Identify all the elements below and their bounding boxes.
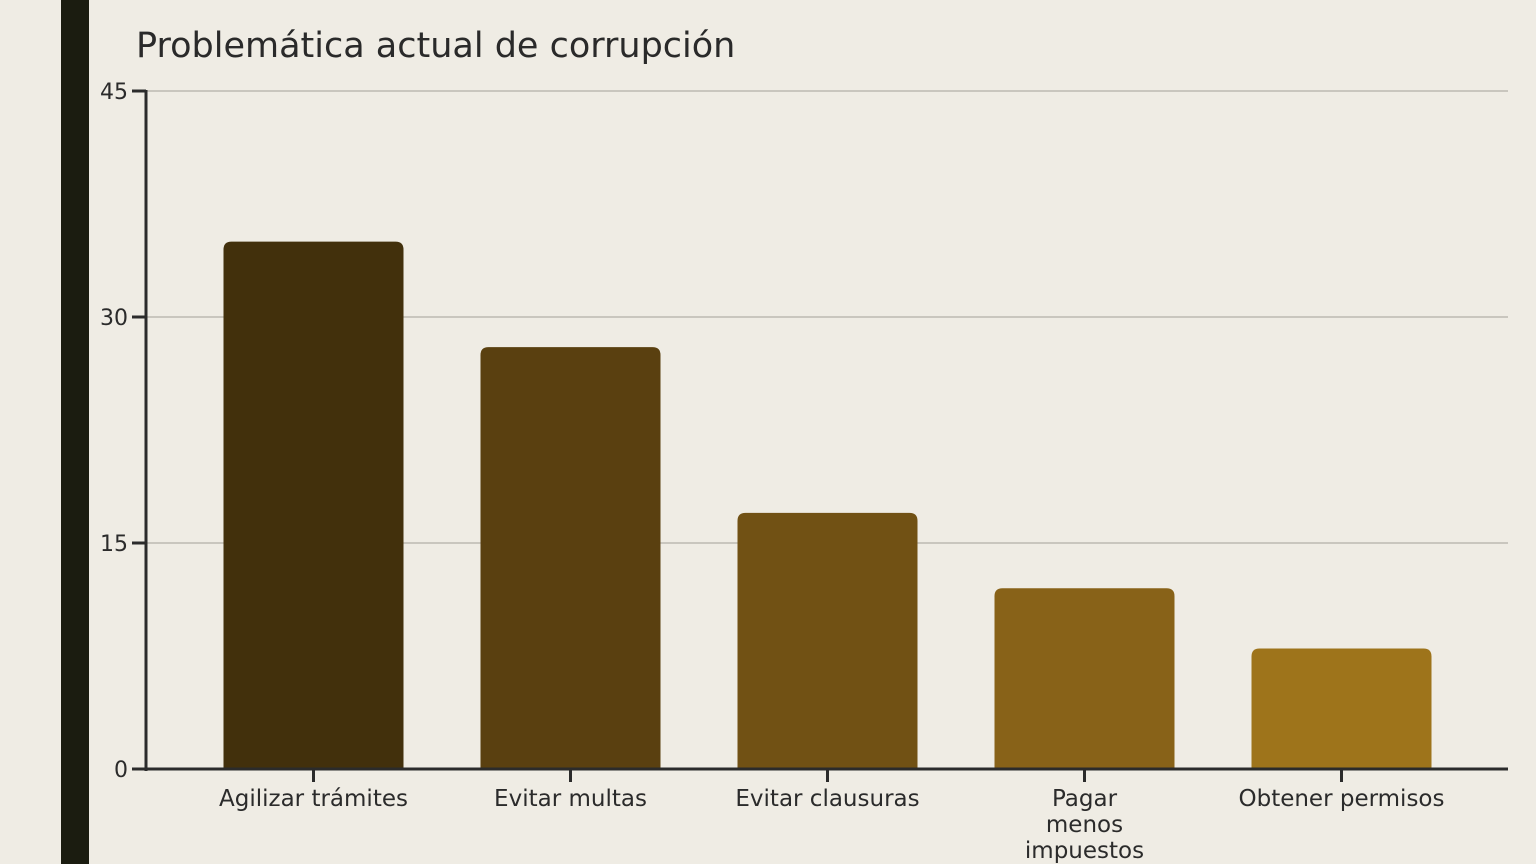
- x-tick-label-line: Agilizar trámites: [219, 786, 408, 812]
- bar-4: [994, 588, 1175, 769]
- x-tick-label-line: Obtener permisos: [1238, 786, 1444, 812]
- chart-title: Problemática actual de corrupción: [136, 26, 736, 66]
- bars: [223, 241, 1432, 769]
- x-tick-label-line: impuestos: [1025, 838, 1144, 864]
- bar-5: [1251, 648, 1432, 769]
- bar-1: [223, 241, 404, 769]
- x-tick-label: Obtener permisos: [1238, 786, 1444, 812]
- x-tick-label: Agilizar trámites: [219, 786, 408, 812]
- axis-labels: 0 15 30 45 Agilizar trámites Evitar multas Evi…: [100, 80, 1445, 864]
- bar-3: [737, 512, 918, 769]
- x-tick-label: Evitar multas: [494, 786, 647, 812]
- x-tick-label: Evitar clausuras: [735, 786, 919, 812]
- y-tick-label: 30: [100, 306, 128, 331]
- axes: [132, 89, 1508, 782]
- x-tick-label-line: Evitar clausuras: [735, 786, 919, 812]
- bar-2: [480, 347, 661, 769]
- y-tick-label: 45: [100, 80, 128, 105]
- y-tick-label: 0: [114, 758, 128, 783]
- left-accent-stripe: [61, 0, 89, 864]
- x-tick-label: Pagar menos impuestos: [1025, 786, 1144, 864]
- x-tick-label-line: menos: [1046, 812, 1123, 838]
- x-tick-label-line: Pagar: [1052, 786, 1118, 812]
- y-tick-label: 15: [100, 532, 128, 557]
- x-tick-label-line: Evitar multas: [494, 786, 647, 812]
